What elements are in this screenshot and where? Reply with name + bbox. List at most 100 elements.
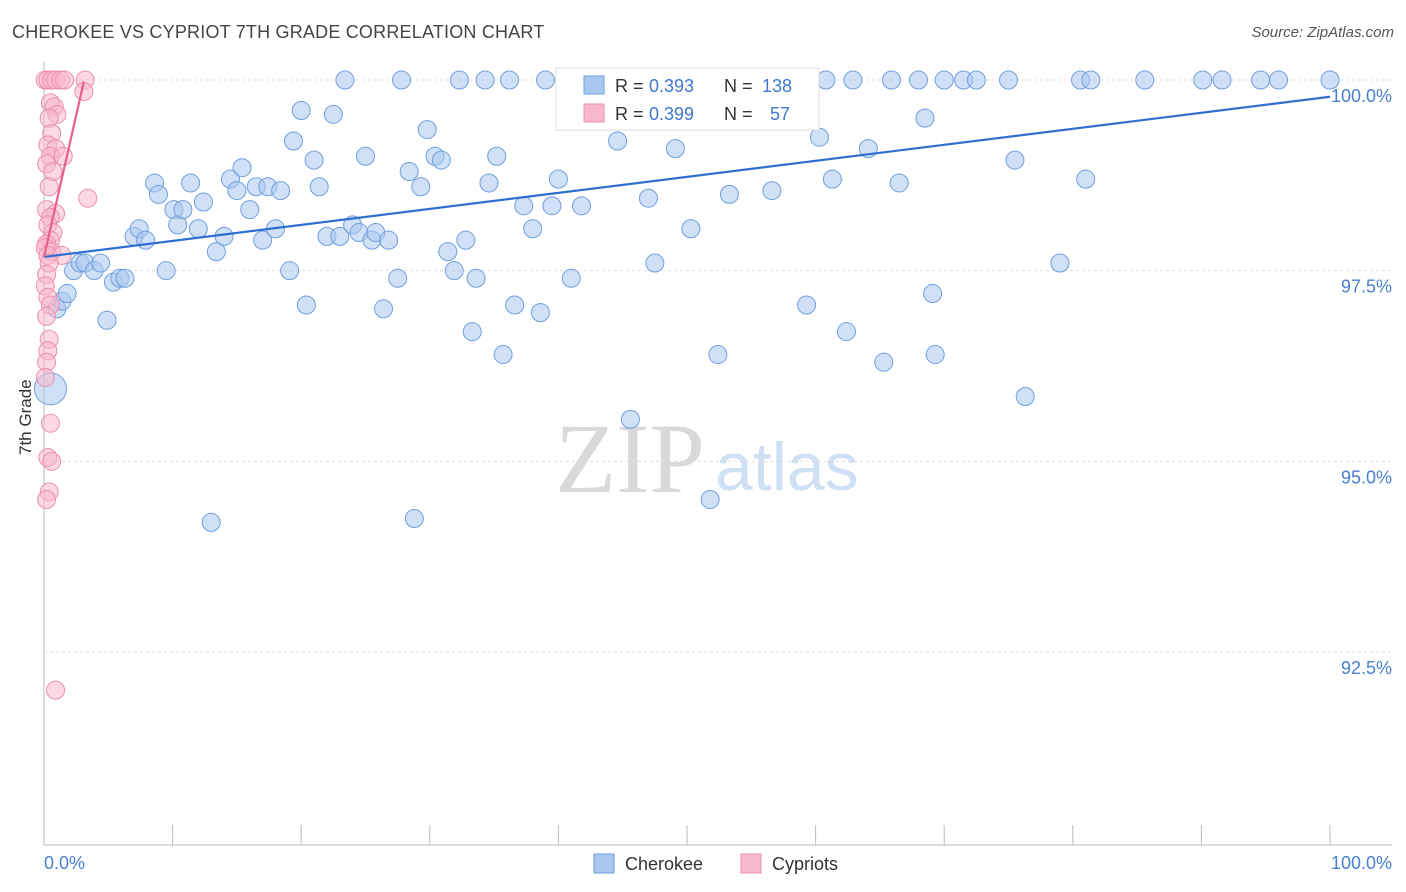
cypriots-swatch	[583, 103, 605, 123]
y-tick-label: 92.5%	[1341, 658, 1392, 678]
cherokee-point	[227, 181, 247, 201]
cherokee-point	[797, 295, 817, 315]
watermark-atlas: atlas	[715, 429, 859, 505]
legend-cherokee-swatch	[593, 853, 615, 874]
cherokee-point	[925, 345, 945, 365]
cherokee-point	[809, 127, 829, 147]
cherokee-point	[193, 192, 213, 212]
cherokee-point	[148, 184, 168, 204]
cherokee-point	[700, 489, 720, 509]
cherokee-point	[156, 261, 176, 281]
cypriots-point	[40, 413, 60, 433]
cherokee-point	[915, 108, 935, 128]
cherokee-point	[645, 253, 665, 273]
cherokee-point	[1135, 70, 1155, 90]
x-tick-label-max: 100.0%	[1331, 853, 1392, 873]
cherokee-point	[608, 131, 628, 151]
chart-title: CHEROKEE VS CYPRIOT 7TH GRADE CORRELATIO…	[12, 22, 545, 42]
data-points	[33, 70, 1340, 700]
x-tick-label-min: 0.0%	[44, 853, 85, 873]
cypriots-point	[37, 306, 57, 326]
cherokee-point	[475, 70, 495, 90]
cherokee-point	[681, 219, 701, 239]
cherokee-point	[379, 230, 399, 250]
cherokee-point	[296, 295, 316, 315]
legend-cypriots-swatch	[740, 853, 762, 874]
cherokee-point	[620, 409, 640, 429]
cherokee-point	[500, 70, 520, 90]
cherokee-point	[881, 70, 901, 90]
cherokee-point	[404, 509, 424, 529]
cherokee-point	[874, 352, 894, 372]
cherokee-point	[291, 101, 311, 121]
cherokee-point	[493, 345, 513, 365]
cherokee-point	[708, 345, 728, 365]
cherokee-point	[431, 150, 451, 170]
cherokee-point	[908, 70, 928, 90]
cherokee-point	[136, 230, 156, 250]
cherokee-point	[505, 295, 525, 315]
cherokee-point	[816, 70, 836, 90]
cherokee-point	[487, 146, 507, 166]
cherokee-r-value: 0.393	[649, 76, 694, 96]
cherokee-point	[1076, 169, 1096, 189]
cherokee-point	[1081, 70, 1101, 90]
cherokee-point	[232, 158, 252, 178]
cherokee-point	[411, 177, 431, 197]
cherokee-point	[638, 188, 658, 208]
cypriots-point	[55, 70, 75, 90]
cherokee-point	[836, 322, 856, 342]
cherokee-point	[665, 139, 685, 159]
cherokee-point	[966, 70, 986, 90]
cherokee-point	[181, 173, 201, 193]
cherokee-n-value: 138	[762, 76, 792, 96]
y-tick-label: 97.5%	[1341, 277, 1392, 297]
y-tick-label: 100.0%	[1331, 86, 1392, 106]
cherokee-point	[374, 299, 394, 319]
source-credit: Source: ZipAtlas.com	[1251, 24, 1394, 41]
cherokee-point	[444, 261, 464, 281]
cherokee-point	[548, 169, 568, 189]
cherokee-point	[934, 70, 954, 90]
cherokee-point	[206, 242, 226, 262]
cherokee-point	[542, 196, 562, 216]
cherokee-point	[923, 284, 943, 304]
cypriots-point	[37, 489, 57, 509]
cypriots-point	[53, 146, 73, 166]
cherokee-point	[1269, 70, 1289, 90]
cherokee-point	[719, 184, 739, 204]
trend-lines	[42, 81, 1331, 259]
cherokee-point	[91, 253, 111, 273]
cherokee-point	[889, 173, 909, 193]
cherokee-point	[462, 322, 482, 342]
cypriots-point	[78, 188, 98, 208]
cherokee-point	[356, 146, 375, 166]
cherokee-point	[240, 200, 260, 220]
cherokee-point	[449, 70, 469, 90]
cherokee-swatch	[583, 75, 605, 95]
cherokee-trend-line	[43, 95, 1331, 259]
cherokee-point	[536, 70, 556, 90]
cherokee-point	[201, 512, 221, 532]
cypriots-n-label: N =	[724, 104, 753, 124]
cherokee-point	[1005, 150, 1025, 170]
cherokee-point	[1320, 70, 1340, 90]
cherokee-point	[523, 219, 543, 239]
cherokee-point	[115, 268, 135, 288]
cherokee-point	[822, 169, 842, 189]
cypriots-point	[46, 680, 66, 700]
cypriots-point	[35, 367, 55, 387]
legend-cherokee-label: Cherokee	[625, 854, 703, 874]
cypriots-point	[42, 451, 62, 471]
cherokee-point	[323, 104, 343, 124]
cherokee-point	[388, 268, 408, 288]
series-legend: Cherokee Cypriots	[593, 853, 838, 874]
cherokee-r-label: R =	[615, 76, 644, 96]
cherokee-point	[561, 268, 581, 288]
cherokee-point	[57, 284, 77, 304]
cherokee-point	[392, 70, 412, 90]
cherokee-point	[280, 261, 300, 281]
y-tick-label: 95.0%	[1341, 467, 1392, 487]
cherokee-point	[1015, 387, 1035, 407]
